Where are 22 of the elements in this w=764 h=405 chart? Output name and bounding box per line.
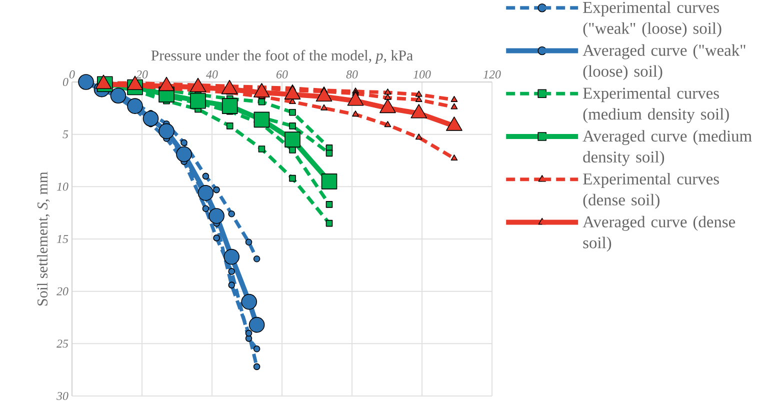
y-tick-label: 25 [56,340,68,348]
x-axis-title: Pressure under the foot of the model, p, kPa [151,50,413,64]
x-tick-label: 60 [276,70,288,78]
y-tick-label: 15 [56,235,68,243]
x-tick-label: 20 [136,70,148,78]
y-axis-title: Soil settlement, S, mm [37,172,50,306]
legend-label: Experimental curves ("weak" (loose) soil) [583,1,722,38]
x-tick-label: 0 [69,70,75,78]
y-tick-label: 0 [62,78,68,86]
legend-label: Experimental curves (medium density soil) [583,87,729,124]
legend-label: Averaged curve (dense soil) [582,216,736,252]
y-tick-label: 10 [56,182,68,191]
y-tick-label: 20 [56,287,68,296]
legend-label: Averaged curve (medium density soil) [582,130,752,166]
y-tick-label: 5 [62,130,68,138]
x-tick-label: 120 [483,70,501,78]
legend-label: Averaged curve ("weak" (loose) soil) [582,44,746,80]
legend-label: Experimental curves (dense soil) [583,172,719,209]
x-tick-label: 80 [346,70,358,78]
y-tick-label: 30 [56,392,68,400]
x-tick-label: 40 [206,70,218,78]
x-tick-label: 100 [413,70,431,78]
